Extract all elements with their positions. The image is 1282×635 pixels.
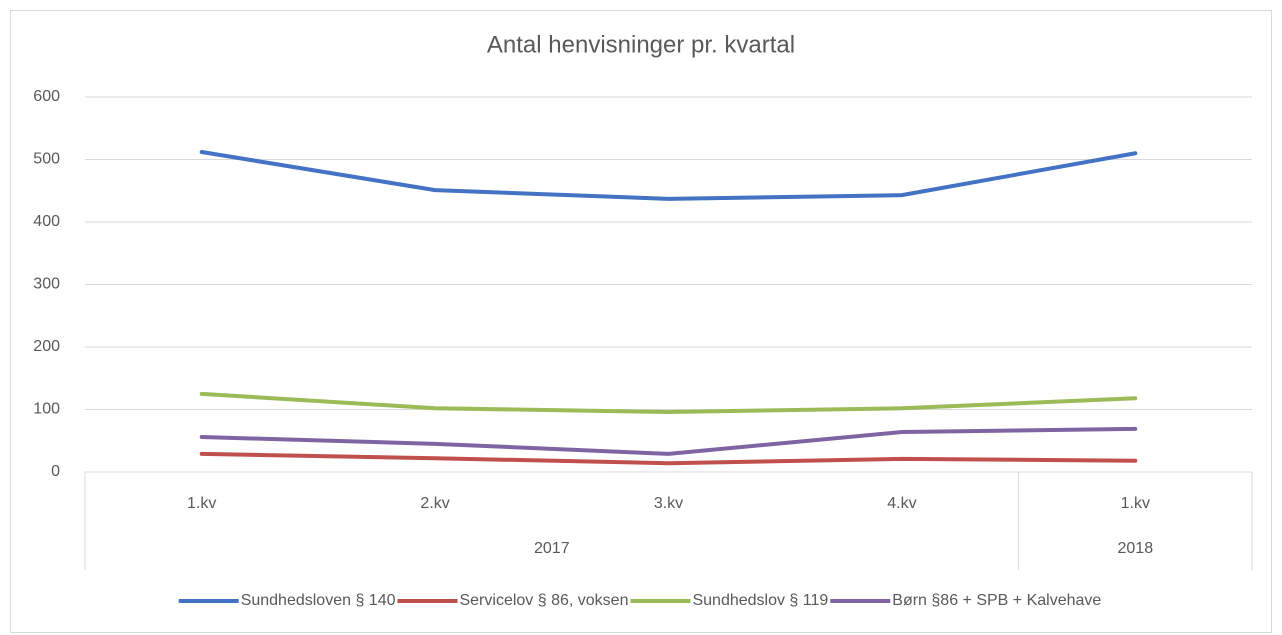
x-tick-label: 1.kv [187,495,216,512]
series-line [199,150,1138,201]
y-tick-label: 600 [33,88,60,105]
y-tick-label: 100 [33,401,60,418]
chart-border [10,10,1272,633]
series-line [199,391,1138,414]
x-tick-label: 3.kv [654,495,683,512]
x-tick-label: 1.kv [1121,495,1150,512]
chart-title: Antal henvisninger pr. kvartal [487,31,795,58]
x-tick-label: 2.kv [420,495,449,512]
legend-label: Børn §86 + SPB + Kalvehave [892,592,1101,609]
y-tick-label: 0 [51,463,60,480]
y-tick-label: 200 [33,338,60,355]
legend-label: Sundhedsloven § 140 [241,592,396,609]
series-line [199,451,1138,466]
group-label: 2017 [534,540,570,557]
y-tick-label: 300 [33,276,60,293]
y-tick-label: 400 [33,213,60,230]
y-tick-label: 500 [33,151,60,168]
legend-label: Sundhedslov § 119 [692,592,828,609]
x-tick-label: 4.kv [887,495,916,512]
series-line [199,426,1138,456]
legend-label: Servicelov § 86, voksen [459,592,628,609]
group-label: 2018 [1118,540,1154,557]
